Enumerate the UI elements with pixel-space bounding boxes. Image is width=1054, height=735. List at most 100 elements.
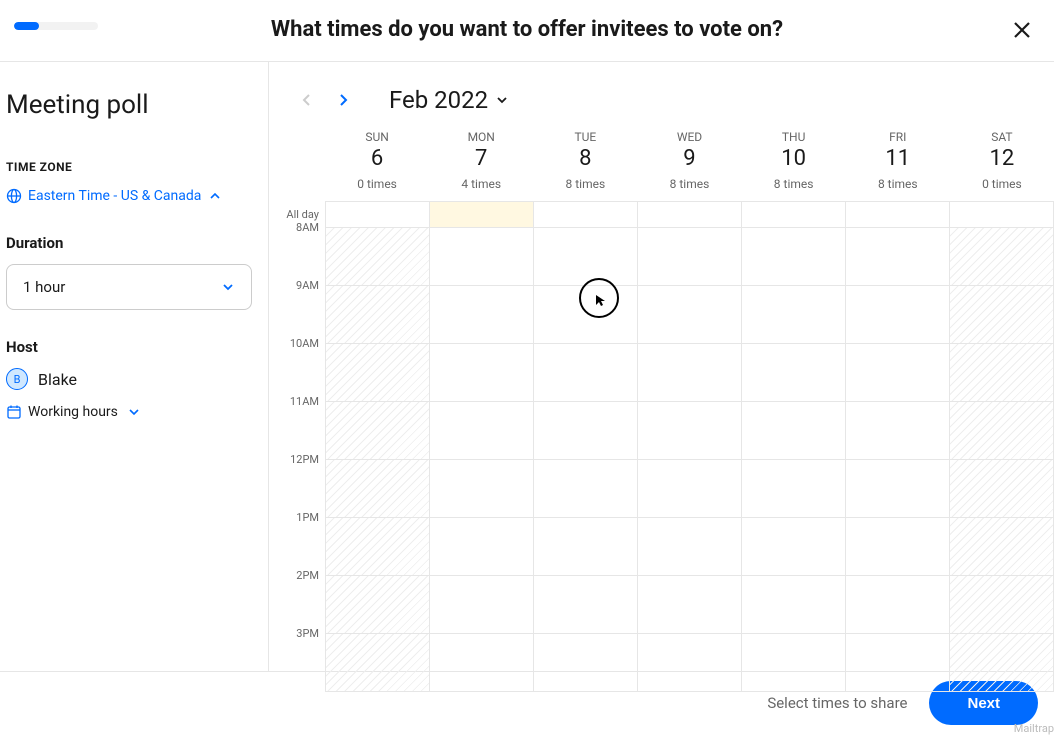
hour-cell[interactable]	[638, 460, 741, 518]
hour-cell[interactable]	[534, 460, 637, 518]
hour-cell[interactable]	[742, 576, 845, 634]
grid-column[interactable]	[742, 202, 846, 692]
hour-cell[interactable]	[534, 228, 637, 286]
hour-cell[interactable]	[638, 344, 741, 402]
next-week-button[interactable]	[325, 82, 361, 118]
hour-cell[interactable]	[326, 286, 429, 344]
hour-cell[interactable]	[950, 228, 1053, 286]
hour-cell[interactable]	[430, 576, 533, 634]
header: What times do you want to offer invitees…	[0, 0, 1054, 62]
hour-cell[interactable]	[430, 518, 533, 576]
hour-cell[interactable]	[534, 634, 637, 692]
chevron-down-icon	[221, 280, 235, 294]
day-count: 0 times	[325, 177, 429, 191]
hour-cell[interactable]	[950, 576, 1053, 634]
hour-label: 3PM	[281, 627, 319, 685]
hour-cell[interactable]	[846, 634, 949, 692]
hour-cell[interactable]	[742, 402, 845, 460]
allday-cell[interactable]	[430, 202, 533, 228]
hour-cell[interactable]	[742, 344, 845, 402]
hour-cell[interactable]	[846, 344, 949, 402]
hour-cell[interactable]	[326, 634, 429, 692]
day-number: 11	[846, 146, 950, 171]
grid-column[interactable]	[638, 202, 742, 692]
hour-cell[interactable]	[950, 286, 1053, 344]
hour-cell[interactable]	[742, 518, 845, 576]
progress-fill	[14, 22, 39, 30]
hour-cell[interactable]	[534, 402, 637, 460]
hour-cell[interactable]	[638, 518, 741, 576]
watermark: Mailtrap	[1014, 722, 1054, 735]
day-header: TUE 8 8 times	[533, 130, 637, 201]
hour-cell[interactable]	[846, 286, 949, 344]
hour-cell[interactable]	[638, 286, 741, 344]
hour-cell[interactable]	[430, 228, 533, 286]
hour-cell[interactable]	[638, 634, 741, 692]
chevron-down-icon	[494, 92, 510, 108]
main: Meeting poll TIME ZONE Eastern Time - US…	[0, 62, 1054, 671]
working-hours-label: Working hours	[28, 404, 118, 420]
hour-cell[interactable]	[742, 228, 845, 286]
day-number: 9	[637, 146, 741, 171]
progress-bar	[14, 22, 98, 30]
allday-cell[interactable]	[846, 202, 949, 228]
day-header: WED 9 8 times	[637, 130, 741, 201]
allday-cell[interactable]	[326, 202, 429, 228]
month-label: Feb 2022	[389, 86, 488, 114]
timezone-select[interactable]: Eastern Time - US & Canada	[6, 188, 254, 204]
hour-cell[interactable]	[430, 460, 533, 518]
hour-cell[interactable]	[846, 518, 949, 576]
hour-cell[interactable]	[950, 634, 1053, 692]
hour-cell[interactable]	[430, 286, 533, 344]
hour-cell[interactable]	[326, 228, 429, 286]
hour-cell[interactable]	[326, 576, 429, 634]
hour-cell[interactable]	[846, 460, 949, 518]
day-headers: SUN 6 0 timesMON 7 4 timesTUE 8 8 timesW…	[325, 130, 1054, 201]
hour-cell[interactable]	[950, 518, 1053, 576]
hour-cell[interactable]	[534, 286, 637, 344]
hour-cell[interactable]	[950, 402, 1053, 460]
allday-cell[interactable]	[950, 202, 1053, 228]
hour-cell[interactable]	[846, 402, 949, 460]
hour-cell[interactable]	[326, 460, 429, 518]
hour-cell[interactable]	[326, 518, 429, 576]
hour-cell[interactable]	[846, 228, 949, 286]
month-select[interactable]: Feb 2022	[377, 86, 510, 114]
hour-cell[interactable]	[430, 402, 533, 460]
prev-week-button[interactable]	[289, 82, 325, 118]
hour-cell[interactable]	[638, 228, 741, 286]
hour-cell[interactable]	[430, 344, 533, 402]
hour-cell[interactable]	[638, 402, 741, 460]
grid-column[interactable]	[326, 202, 430, 692]
hour-cell[interactable]	[326, 402, 429, 460]
grid-column[interactable]	[534, 202, 638, 692]
working-hours-select[interactable]: Working hours	[6, 404, 254, 420]
calendar-header: Feb 2022	[281, 82, 1054, 118]
hour-cell[interactable]	[950, 344, 1053, 402]
allday-cell[interactable]	[534, 202, 637, 228]
grid-column[interactable]	[950, 202, 1054, 692]
grid[interactable]	[325, 201, 1054, 692]
day-count: 8 times	[637, 177, 741, 191]
grid-column[interactable]	[430, 202, 534, 692]
hour-cell[interactable]	[846, 576, 949, 634]
hour-cell[interactable]	[638, 576, 741, 634]
allday-cell[interactable]	[638, 202, 741, 228]
hour-cell[interactable]	[742, 634, 845, 692]
hour-cell[interactable]	[534, 576, 637, 634]
hour-cell[interactable]	[326, 344, 429, 402]
close-icon[interactable]	[1010, 18, 1034, 42]
hour-cell[interactable]	[534, 344, 637, 402]
hour-cell[interactable]	[742, 460, 845, 518]
day-count: 8 times	[533, 177, 637, 191]
hour-cell[interactable]	[534, 518, 637, 576]
hour-cell[interactable]	[950, 460, 1053, 518]
duration-select[interactable]: 1 hour	[6, 264, 252, 310]
day-name: WED	[637, 130, 741, 144]
hour-cell[interactable]	[430, 634, 533, 692]
hour-cell[interactable]	[742, 286, 845, 344]
day-name: MON	[429, 130, 533, 144]
grid-column[interactable]	[846, 202, 950, 692]
timezone-label: TIME ZONE	[6, 160, 254, 174]
allday-cell[interactable]	[742, 202, 845, 228]
